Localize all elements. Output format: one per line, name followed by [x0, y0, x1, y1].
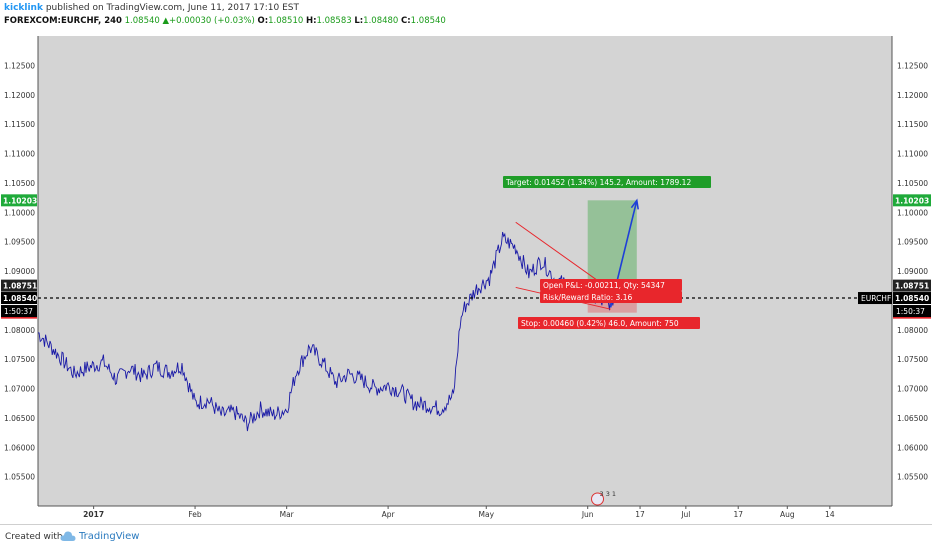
brand-name: TradingView — [79, 530, 140, 542]
open-pl-label: Open P&L: -0.00211, Qty: 54347 — [543, 281, 665, 290]
risk-reward-label-bg — [540, 291, 682, 303]
tradingview-logo[interactable]: TradingView — [60, 530, 139, 542]
y-tick-label-left: 1.10000 — [4, 208, 35, 217]
last-price: 1.08540 — [124, 16, 160, 26]
author-link[interactable]: kicklink — [4, 3, 43, 13]
y-tick-label-left: 1.10500 — [4, 179, 35, 188]
target-label-bg — [503, 176, 711, 188]
y-tick-label-left: 1.08000 — [4, 326, 35, 335]
x-tick-label: Jul — [680, 510, 690, 519]
x-tick-label: Apr — [382, 510, 396, 519]
y-tick-label-right: 1.07500 — [897, 355, 928, 364]
y-tick-label-right: 1.12500 — [897, 61, 928, 70]
arrow-head-icon — [630, 198, 639, 210]
open-pl-label-bg — [540, 279, 682, 291]
price-tag-left: 1.10203 — [3, 196, 37, 205]
price-tag-left: 1.08751 — [3, 282, 37, 291]
y-tick-label-left: 1.11500 — [4, 120, 35, 129]
countdown-right: 1:50:37 — [896, 307, 925, 316]
y-tick-label-left: 1.07000 — [4, 385, 35, 394]
countdown-right-bg — [893, 305, 931, 318]
countdown-left: 1:50:37 — [4, 307, 33, 316]
price-tag-right: 1.08751 — [895, 282, 929, 291]
low-label: L: — [354, 16, 364, 26]
open-label: O: — [257, 16, 269, 26]
y-tick-label-left: 1.09000 — [4, 267, 35, 276]
y-tick-label-right: 1.09000 — [897, 267, 928, 276]
price-tag-left-bg — [1, 279, 37, 292]
close-value: 1.08540 — [410, 16, 446, 26]
price-tag-right: 1.08540 — [895, 294, 929, 303]
open-value: 1.08510 — [268, 16, 304, 26]
y-tick-label-right: 1.09500 — [897, 238, 928, 247]
footer: Created with TradingView — [0, 524, 932, 551]
symbol-tag-bg — [858, 292, 892, 305]
y-tick-label-left: 1.12500 — [4, 61, 35, 70]
wedge-upper-line — [515, 221, 611, 291]
y-tick-label-right: 1.10500 — [897, 179, 928, 188]
up-arrow-icon: ▲ — [162, 16, 170, 26]
price-line — [37, 231, 615, 432]
x-tick-label: 17 — [635, 510, 645, 519]
y-tick-label-right: 1.06000 — [897, 443, 928, 452]
x-tick-label: 2017 — [83, 510, 104, 519]
plot-area — [38, 36, 892, 506]
x-tick-label: Mar — [280, 510, 295, 519]
target-zone — [587, 200, 637, 286]
y-tick-label-right: 1.06500 — [897, 414, 928, 423]
x-tick-label: Aug — [780, 510, 795, 519]
cloud-icon — [60, 531, 76, 541]
stop-label: Stop: 0.00460 (0.42%) 46.0, Amount: 750 — [521, 319, 679, 328]
right-price-axis — [892, 30, 932, 506]
y-tick-label-right: 1.12000 — [897, 91, 928, 100]
low-value: 1.08480 — [363, 16, 399, 26]
high-label: H: — [305, 16, 317, 26]
price-chart[interactable]: 1.05500 1.05500 1.06000 1.06000 1.06500 1.065… — [0, 30, 932, 524]
y-tick-label-left: 1.07500 — [4, 355, 35, 364]
price-tag-right: 1.10203 — [895, 196, 929, 205]
y-tick-label-left: 1.05500 — [4, 473, 35, 482]
x-tick-label: Jun — [581, 510, 594, 519]
risk-reward-label: Risk/Reward Ratio: 3.16 — [543, 293, 632, 302]
x-tick-label: May — [479, 510, 495, 519]
event-badge-icon — [591, 492, 605, 506]
y-tick-label-right: 1.11500 — [897, 120, 928, 129]
quote-line: FOREXCOM:EURCHF, 240 1.08540 ▲+0.00030 (… — [4, 16, 446, 26]
y-tick-label-left: 1.06500 — [4, 414, 35, 423]
price-tag-right-bg — [893, 292, 931, 305]
close-label: C: — [401, 16, 411, 26]
countdown-left-bg — [1, 305, 37, 318]
price-tag-right-bg — [893, 279, 931, 292]
x-tick-label: 14 — [825, 510, 835, 519]
y-tick-label-right: 1.10000 — [897, 208, 928, 217]
chart-header: kicklink published on TradingView.com, J… — [0, 0, 932, 30]
price-tag-left-bg — [1, 194, 37, 207]
y-tick-label-right: 1.05500 — [897, 473, 928, 482]
publish-info: published on TradingView.com, June 11, 2… — [42, 3, 299, 13]
symbol-tag: EURCHF — [861, 294, 891, 303]
y-tick-label-left: 1.11000 — [4, 150, 35, 159]
stop-label-bg — [518, 317, 700, 329]
y-tick-label-right: 1.11000 — [897, 150, 928, 159]
y-tick-label-left: 1.12000 — [4, 91, 35, 100]
price-tag-left-bg — [1, 292, 37, 305]
symbol-label: FOREXCOM:EURCHF, 240 — [4, 16, 122, 26]
y-tick-label-left: 1.09500 — [4, 238, 35, 247]
x-tick-label: Feb — [188, 510, 202, 519]
y-tick-label-right: 1.07000 — [897, 385, 928, 394]
target-label: Target: 0.01452 (1.34%) 145.2, Amount: 1… — [505, 178, 691, 187]
high-value: 1.08583 — [316, 16, 352, 26]
price-tag-left: 1.08540 — [3, 294, 37, 303]
publish-line: kicklink published on TradingView.com, J… — [4, 3, 299, 13]
event-badge-label: 3 3 1 — [600, 490, 617, 498]
y-tick-label-right: 1.08000 — [897, 326, 928, 335]
created-with-label: Created with — [5, 532, 63, 542]
change-value: +0.00030 (+0.03%) — [169, 16, 255, 26]
left-price-axis — [0, 30, 38, 506]
price-tag-right-bg — [893, 194, 931, 207]
x-tick-label: 17 — [733, 510, 743, 519]
y-tick-label-left: 1.06000 — [4, 443, 35, 452]
